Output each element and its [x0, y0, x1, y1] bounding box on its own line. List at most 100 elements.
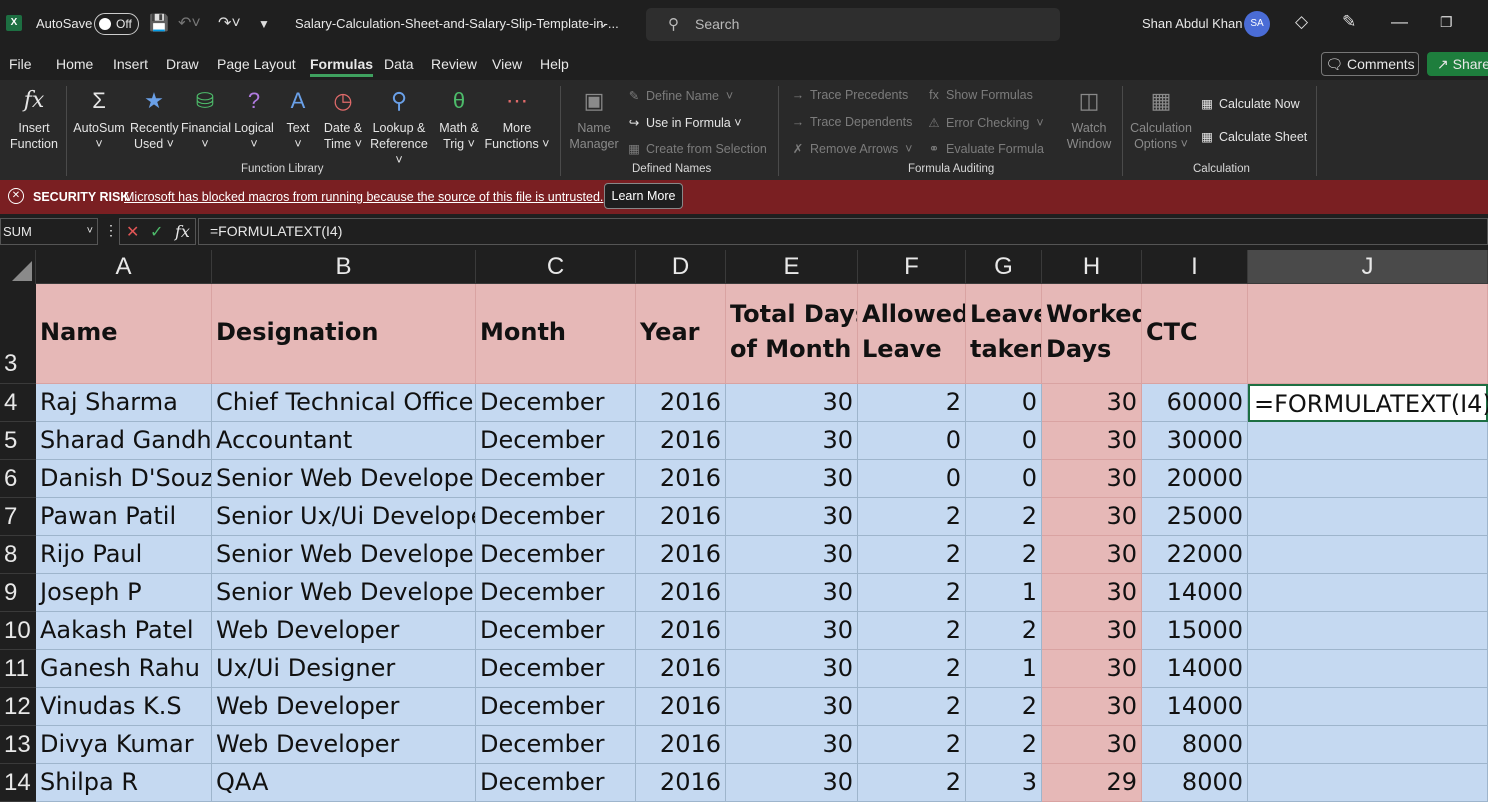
cell-h8[interactable]: 30 [1042, 536, 1142, 574]
cell-d10[interactable]: 2016 [636, 612, 726, 650]
cell-a4[interactable]: Raj Sharma [36, 384, 212, 422]
customize-toolbar-icon[interactable]: ▼ [258, 17, 270, 31]
document-title[interactable]: Salary-Calculation-Sheet-and-Salary-Slip… [295, 16, 619, 31]
cell-f5[interactable]: 0 [858, 422, 966, 460]
menu-help[interactable]: Help [540, 56, 569, 72]
cell-b6[interactable]: Senior Web Developer [212, 460, 476, 498]
column-header-j[interactable]: J [1248, 250, 1488, 284]
security-message-link[interactable]: Microsoft has blocked macros from runnin… [124, 190, 604, 204]
cell-i9[interactable]: 14000 [1142, 574, 1248, 612]
cell-g10[interactable]: 2 [966, 612, 1042, 650]
column-header-c[interactable]: C [476, 250, 636, 284]
menu-home[interactable]: Home [56, 56, 94, 72]
cell-c7[interactable]: December [476, 498, 636, 536]
user-name[interactable]: Shan Abdul Khan [1142, 16, 1243, 31]
autosave-toggle[interactable]: Off [94, 13, 139, 35]
cell-f4[interactable]: 2 [858, 384, 966, 422]
cell-g14[interactable]: 3 [966, 764, 1042, 802]
cell-h9[interactable]: 30 [1042, 574, 1142, 612]
cell-f12[interactable]: 2 [858, 688, 966, 726]
cell-c12[interactable]: December [476, 688, 636, 726]
menu-formulas[interactable]: Formulas [310, 56, 374, 77]
name-box[interactable]: SUM ˅ [0, 218, 98, 245]
cell-a8[interactable]: Rijo Paul [36, 536, 212, 574]
cancel-icon[interactable]: ✕ [126, 224, 140, 241]
cell-c10[interactable]: December [476, 612, 636, 650]
cell-d13[interactable]: 2016 [636, 726, 726, 764]
cell-i7[interactable]: 25000 [1142, 498, 1248, 536]
column-header-e[interactable]: E [726, 250, 858, 284]
cell-b11[interactable]: Ux/Ui Designer [212, 650, 476, 688]
header-cell-c[interactable]: Month [476, 284, 636, 384]
cell-a12[interactable]: Vinudas K.S [36, 688, 212, 726]
cell-b8[interactable]: Senior Web Developer [212, 536, 476, 574]
cell-g13[interactable]: 2 [966, 726, 1042, 764]
column-header-b[interactable]: B [212, 250, 476, 284]
avatar[interactable]: SA [1244, 11, 1270, 37]
header-cell-f[interactable]: Allowed Leave [858, 284, 966, 384]
cell-b9[interactable]: Senior Web Developer [212, 574, 476, 612]
row-header-6[interactable]: 6 [0, 460, 36, 498]
restore-icon[interactable]: ❐ [1440, 14, 1453, 30]
logical-button[interactable]: ? Logical ˅ [234, 88, 274, 151]
row-header-13[interactable]: 13 [0, 726, 36, 764]
row-header-12[interactable]: 12 [0, 688, 36, 726]
show-formulas-button[interactable]: fx Show Formulas [926, 88, 1033, 102]
cell-a10[interactable]: Aakash Patel [36, 612, 212, 650]
row-header-11[interactable]: 11 [0, 650, 36, 688]
cell-j5[interactable] [1248, 422, 1488, 460]
cell-d4[interactable]: 2016 [636, 384, 726, 422]
header-cell-e[interactable]: Total Days of Month [726, 284, 858, 384]
recently-used-button[interactable]: ★ Recently Used ˅ [130, 88, 179, 151]
enter-check-icon[interactable]: ✓ [150, 224, 164, 241]
financial-button[interactable]: ⛁ Financial ˅ [181, 88, 232, 151]
cell-h11[interactable]: 30 [1042, 650, 1142, 688]
cell-e8[interactable]: 30 [726, 536, 858, 574]
undo-icon[interactable]: ↶˅ [178, 15, 201, 32]
cell-a5[interactable]: Sharad Gandhi [36, 422, 212, 460]
header-cell-a[interactable]: Name [36, 284, 212, 384]
cell-e13[interactable]: 30 [726, 726, 858, 764]
row-header-9[interactable]: 9 [0, 574, 36, 612]
cell-c13[interactable]: December [476, 726, 636, 764]
cell-j7[interactable] [1248, 498, 1488, 536]
cell-e5[interactable]: 30 [726, 422, 858, 460]
cell-e10[interactable]: 30 [726, 612, 858, 650]
cell-f7[interactable]: 2 [858, 498, 966, 536]
cell-a11[interactable]: Ganesh Rahu [36, 650, 212, 688]
cell-f11[interactable]: 2 [858, 650, 966, 688]
header-cell-g[interactable]: Leave taken [966, 284, 1042, 384]
cell-h14[interactable]: 29 [1042, 764, 1142, 802]
remove-arrows-button[interactable]: ✗ Remove Arrows ˅ [790, 141, 913, 156]
cell-d9[interactable]: 2016 [636, 574, 726, 612]
column-header-a[interactable]: A [36, 250, 212, 284]
menu-file[interactable]: File [9, 56, 32, 72]
row-header-8[interactable]: 8 [0, 536, 36, 574]
cell-d8[interactable]: 2016 [636, 536, 726, 574]
name-manager-button[interactable]: ▣ Name Manager [568, 86, 620, 152]
save-icon[interactable]: 💾 [149, 15, 169, 32]
use-in-formula-button[interactable]: ↪ Use in Formula ˅ [626, 115, 742, 130]
column-header-f[interactable]: F [858, 250, 966, 284]
date-time-button[interactable]: ◷ Date & Time ˅ [323, 88, 363, 151]
cell-i5[interactable]: 30000 [1142, 422, 1248, 460]
cell-h13[interactable]: 30 [1042, 726, 1142, 764]
cell-c14[interactable]: December [476, 764, 636, 802]
cell-h6[interactable]: 30 [1042, 460, 1142, 498]
cell-h12[interactable]: 30 [1042, 688, 1142, 726]
cell-b5[interactable]: Accountant [212, 422, 476, 460]
cell-e9[interactable]: 30 [726, 574, 858, 612]
cell-a9[interactable]: Joseph P [36, 574, 212, 612]
more-options-icon[interactable]: ⋮ [104, 222, 118, 238]
lookup-reference-button[interactable]: ⚲ Lookup & Reference ˅ [370, 88, 428, 167]
trace-precedents-button[interactable]: → Trace Precedents [790, 88, 908, 102]
menu-view[interactable]: View [492, 56, 523, 72]
menu-data[interactable]: Data [384, 56, 414, 72]
redo-icon[interactable]: ↷˅ [218, 15, 241, 32]
cell-c9[interactable]: December [476, 574, 636, 612]
column-header-d[interactable]: D [636, 250, 726, 284]
cell-j8[interactable] [1248, 536, 1488, 574]
cell-g12[interactable]: 2 [966, 688, 1042, 726]
cell-d14[interactable]: 2016 [636, 764, 726, 802]
cell-e4[interactable]: 30 [726, 384, 858, 422]
